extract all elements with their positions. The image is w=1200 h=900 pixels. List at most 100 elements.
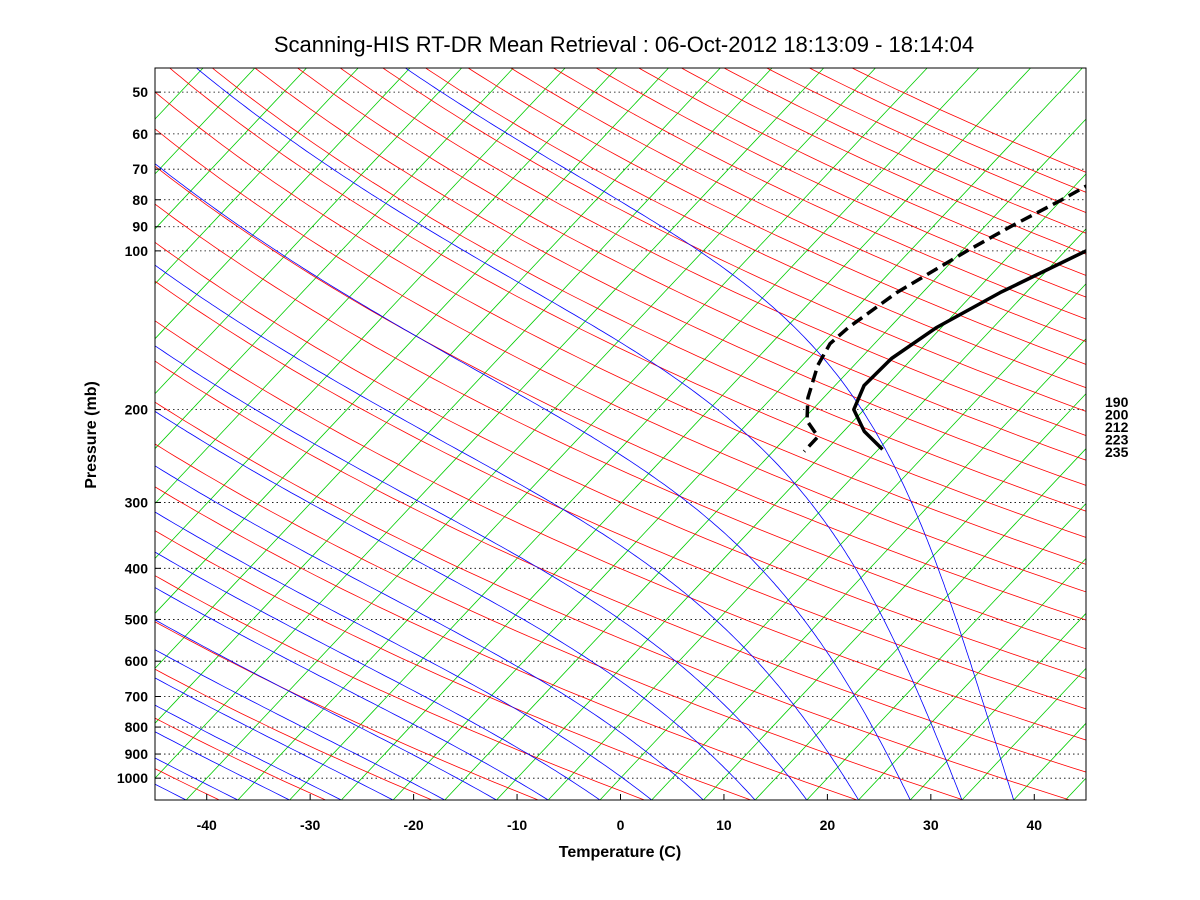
- y-tick-label: 70: [132, 161, 148, 177]
- y-tick-label: 400: [125, 560, 149, 576]
- y-tick-label: 700: [125, 688, 149, 704]
- y-tick-label: 50: [132, 84, 148, 100]
- x-tick-label: 30: [923, 817, 939, 833]
- isotherm-line: [155, 68, 618, 560]
- isotherm-line: [651, 338, 1086, 800]
- moist-adiabat-line: [405, 68, 1015, 800]
- y-tick-label: 100: [125, 243, 149, 259]
- dry-adiabat-line: [809, 68, 1086, 193]
- isotherm-line: [155, 68, 721, 669]
- isotherm-line: [155, 68, 359, 285]
- moist-adiabat-line: [155, 511, 652, 800]
- isotherm-line: [155, 68, 411, 340]
- dry-adiabat-line: [155, 320, 1086, 741]
- right-side-label: 190: [1105, 394, 1129, 410]
- y-tick-label: 60: [132, 126, 148, 142]
- dry-adiabat-line: [155, 443, 964, 800]
- dry-adiabat-line: [155, 575, 645, 800]
- chart-title: Scanning-HIS RT-DR Mean Retrieval : 06-O…: [274, 32, 974, 57]
- moist-adiabat-line: [155, 551, 601, 800]
- x-tick-label: -10: [507, 817, 527, 833]
- isotherm-line: [289, 68, 980, 800]
- temperature-profile-line: [852, 249, 1086, 451]
- isotherm-line: [155, 68, 825, 779]
- dry-adiabat-line: [766, 68, 1086, 214]
- isotherm-line: [155, 68, 566, 505]
- moist-adiabat-line: [155, 345, 808, 800]
- x-tick-label: 0: [617, 817, 625, 833]
- dry-adiabat-line: [297, 68, 1086, 461]
- moist-adiabat-line: [155, 619, 497, 800]
- moist-adiabat-line: [155, 264, 859, 800]
- y-tick-label: 900: [125, 746, 149, 762]
- isotherm-line: [444, 118, 1086, 800]
- isotherm-line: [599, 283, 1086, 800]
- y-tick-label: 600: [125, 653, 149, 669]
- isotherm-line: [496, 173, 1086, 800]
- isotherm-line: [961, 667, 1086, 800]
- dry-adiabat-line: [155, 128, 1086, 593]
- y-tick-label: 90: [132, 219, 148, 235]
- dry-adiabat-line: [254, 68, 1086, 486]
- y-tick-label: 80: [132, 192, 148, 208]
- dewpoint-profile-line: [802, 184, 1086, 453]
- dry-adiabat-line: [155, 165, 1086, 621]
- isotherm-line: [547, 228, 1086, 800]
- x-tick-label: 10: [716, 817, 732, 833]
- y-tick-label: 500: [125, 611, 149, 627]
- isotherm-line: [185, 68, 876, 800]
- isotherm-line: [703, 393, 1086, 800]
- isotherm-line: [392, 68, 1083, 800]
- right-side-label: 235: [1105, 444, 1129, 460]
- y-axis-label: Pressure (mb): [83, 381, 100, 489]
- dry-adiabat-line: [155, 530, 751, 800]
- dry-adiabat-line: [425, 68, 1086, 389]
- moist-adiabat-line: [155, 649, 445, 800]
- thermo-background-lines: [155, 68, 1086, 800]
- y-axis-ticks: 50 60 70 80 90 100 200 300 400 500 600 700 800 900 100…: [117, 84, 161, 786]
- dry-adiabat-line: [155, 91, 1086, 565]
- right-side-label: 200: [1105, 407, 1129, 423]
- dry-adiabat-line: [212, 68, 1086, 512]
- isotherm-line: [155, 68, 669, 614]
- x-tick-label: -30: [300, 817, 320, 833]
- dry-adiabat-line: [638, 68, 1086, 276]
- y-tick-label: 200: [125, 402, 149, 418]
- isotherm-line: [754, 448, 1086, 800]
- dry-adiabat-line: [340, 68, 1086, 436]
- moist-adiabat-line: [155, 163, 911, 800]
- x-tick-label: 20: [820, 817, 836, 833]
- profile-lines: [802, 184, 1086, 453]
- right-side-label: 212: [1105, 419, 1129, 435]
- y-tick-label: 800: [125, 719, 149, 735]
- x-tick-label: -40: [197, 817, 217, 833]
- x-tick-label: -20: [403, 817, 423, 833]
- dry-adiabat-line: [382, 68, 1086, 412]
- dry-adiabat-line: [169, 68, 1086, 538]
- dry-adiabat-line: [510, 68, 1086, 342]
- isotherm-line: [806, 502, 1086, 800]
- isotherm-line: [909, 612, 1086, 800]
- dry-adiabat-line: [155, 360, 1086, 773]
- isotherm-line: [237, 68, 928, 800]
- x-axis-label: Temperature (C): [559, 844, 681, 861]
- moist-adiabat-line: [196, 68, 963, 800]
- y-tick-label: 1000: [117, 770, 148, 786]
- isotherm-line: [155, 68, 773, 724]
- x-tick-label: 40: [1026, 817, 1042, 833]
- isotherm-line: [341, 68, 1031, 800]
- dry-adiabat-line: [723, 68, 1086, 234]
- y-tick-label: 300: [125, 494, 149, 510]
- dry-adiabat-line: [595, 68, 1086, 298]
- isotherm-line: [155, 68, 307, 230]
- dry-adiabat-line: [155, 401, 1070, 800]
- dry-adiabat-line: [155, 203, 1086, 650]
- dry-adiabat-line: [467, 68, 1086, 365]
- dry-adiabat-line: [155, 668, 433, 800]
- dry-adiabat-line: [553, 68, 1086, 320]
- moist-adiabat-line: [155, 410, 756, 800]
- right-side-label: 223: [1105, 432, 1129, 448]
